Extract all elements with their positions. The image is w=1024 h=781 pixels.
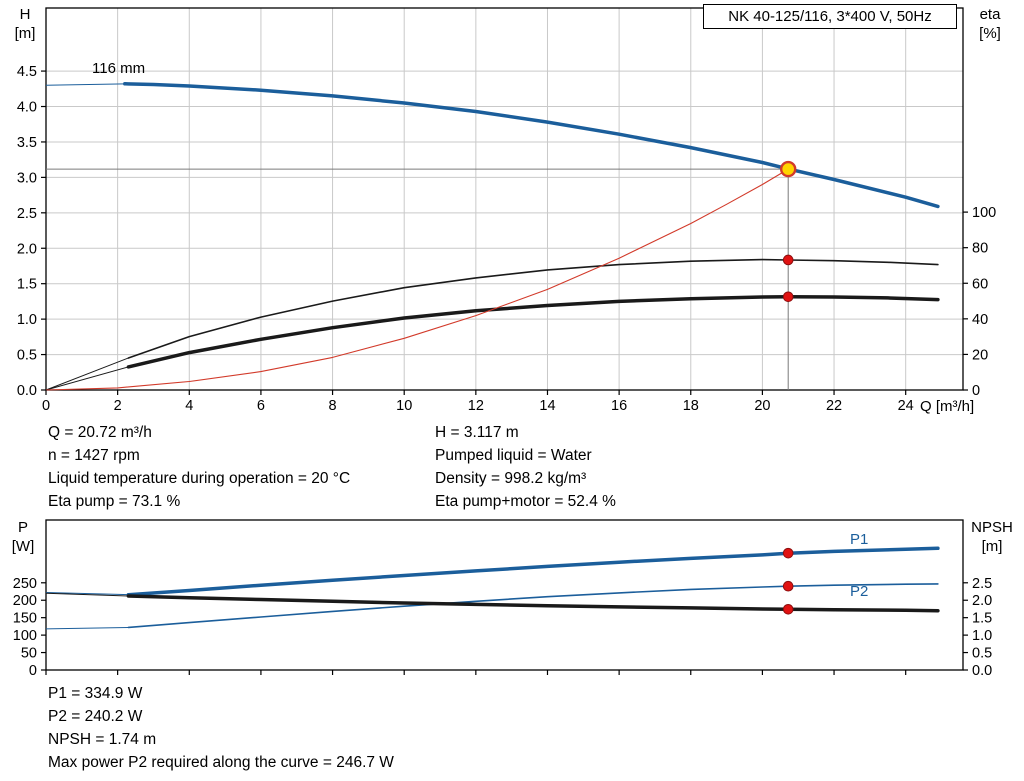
x-tick-label: 12 (468, 398, 484, 414)
head-axis-label: H [m] (14, 6, 36, 42)
plot-border (45, 519, 964, 671)
y-left-tick-label: 3.0 (17, 170, 37, 186)
head-efficiency-chart: 0 2 4 6 8 10 12 14 16 18 20 22 240.00.51.01.52.02.53… (17, 7, 996, 414)
x-tick-label: 16 (611, 398, 627, 414)
y-left-tick-label: 1.5 (17, 277, 37, 293)
x-tick-label: 8 (329, 398, 337, 414)
curve-point-marker (782, 254, 794, 266)
y-right-tick-label: 0 (972, 383, 980, 399)
info-eta-pump-motor: Eta pump+motor = 52.4 % (435, 493, 616, 510)
y-right-tick-label: 100 (972, 205, 996, 221)
y-right-tick-label: 60 (972, 276, 988, 292)
y-left-tick-label: 0.5 (17, 348, 37, 364)
info-p1: P1 = 334.9 W (48, 685, 143, 702)
leader-line (45, 366, 129, 391)
curve-point-marker (782, 547, 794, 559)
x-tick-label: 0 (42, 398, 50, 414)
info-eta-pump: Eta pump = 73.1 % (48, 493, 181, 510)
power-axis-label: P [W] (11, 519, 35, 555)
info-head: H = 3.117 m (435, 424, 519, 441)
x-tick-label: 20 (754, 398, 770, 414)
impeller-diameter-label: 116 mm (92, 60, 146, 77)
y-right-tick-label: 1.0 (972, 628, 992, 644)
curve-p1 (126, 546, 940, 597)
flow-axis-label: Q [m³/h] (920, 398, 975, 415)
y-right-tick-label: 2.0 (972, 593, 992, 609)
y-right-tick-label: 2.5 (972, 576, 992, 592)
curve-p2 (127, 583, 939, 629)
x-tick-label: 18 (683, 398, 699, 414)
curve-point-marker (782, 291, 794, 303)
info-max-power: Max power P2 required along the curve = … (48, 754, 394, 771)
curve-head-116mm (123, 82, 940, 209)
info-pumped-liquid: Pumped liquid = Water (435, 447, 592, 464)
y-left-tick-label: 100 (13, 628, 37, 644)
y-left-tick-label: 0.0 (17, 383, 37, 399)
p1-curve-label: P1 (850, 531, 869, 548)
y-left-tick-label: 1.0 (17, 312, 37, 328)
leader-line (45, 83, 125, 86)
p2-curve-label: P2 (850, 583, 869, 600)
y-left-tick-label: 250 (13, 576, 37, 592)
x-tick-label: 10 (396, 398, 412, 414)
info-density: Density = 998.2 kg/m³ (435, 470, 587, 487)
leader-line (45, 626, 129, 630)
y-left-tick-label: 4.5 (17, 64, 37, 80)
info-liquid-temperature: Liquid temperature during operation = 20… (48, 470, 351, 487)
curve-point-marker (782, 580, 794, 592)
x-tick-label: 2 (114, 398, 122, 414)
y-right-tick-label: 20 (972, 347, 988, 363)
leader-line (45, 357, 129, 391)
x-tick-label: 24 (898, 398, 914, 414)
x-tick-label: 6 (257, 398, 265, 414)
y-right-tick-label: 40 (972, 312, 988, 328)
curve-npsh (126, 594, 940, 613)
info-npsh: NPSH = 1.74 m (48, 731, 157, 748)
eta-axis-label: eta [%] (979, 6, 1001, 42)
y-left-tick-label: 200 (13, 593, 37, 609)
y-right-tick-label: 1.5 (972, 611, 992, 627)
npsh-axis-label: NPSH [m] (971, 519, 1013, 555)
y-left-tick-label: 4.0 (17, 100, 37, 116)
y-right-tick-label: 0.0 (972, 663, 992, 679)
plot-border (45, 7, 964, 391)
y-right-tick-label: 0.5 (972, 646, 992, 662)
y-left-tick-label: 3.5 (17, 135, 37, 151)
leader-line (45, 592, 129, 596)
y-left-tick-label: 2.0 (17, 241, 37, 257)
pump-title-box: NK 40-125/116, 3*400 V, 50Hz (703, 4, 957, 29)
power-info-block: P1 = 334.9 W P2 = 240.2 W NPSH = 1.74 m … (48, 682, 394, 774)
x-tick-label: 14 (539, 398, 555, 414)
curve-point-marker (782, 604, 794, 615)
curve-system-curve (45, 168, 789, 391)
leader-line (45, 592, 129, 597)
curve-eta-pump-motor (126, 295, 940, 369)
duty-info-left: Q = 20.72 m³/h n = 1427 rpm Liquid tempe… (48, 421, 350, 513)
info-p2: P2 = 240.2 W (48, 708, 143, 725)
curve-eta-pump (127, 258, 939, 359)
duty-point-marker[interactable] (779, 160, 797, 178)
y-left-tick-label: 150 (13, 611, 37, 627)
y-left-tick-label: 2.5 (17, 206, 37, 222)
info-flow: Q = 20.72 m³/h (48, 424, 152, 441)
y-left-tick-label: 50 (21, 646, 37, 662)
y-left-tick-label: 0 (29, 663, 37, 679)
x-tick-label: 22 (826, 398, 842, 414)
duty-info-right: H = 3.117 m Pumped liquid = Water Densit… (435, 421, 616, 513)
info-speed: n = 1427 rpm (48, 447, 140, 464)
y-right-tick-label: 80 (972, 241, 988, 257)
x-tick-label: 4 (185, 398, 193, 414)
